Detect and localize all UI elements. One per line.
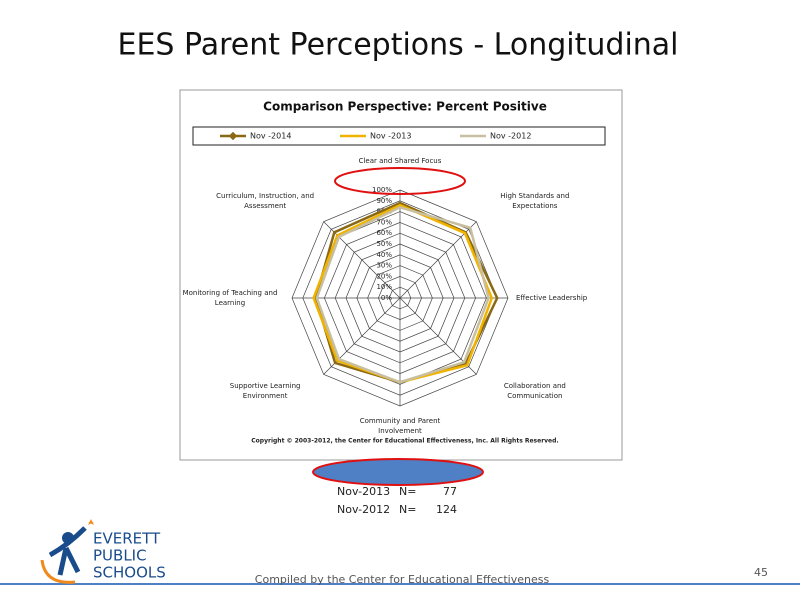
n-cell: Nov-2012 xyxy=(337,503,391,516)
category-label: High Standards and Expectations xyxy=(500,192,570,211)
r-tick-label: 0% xyxy=(381,294,392,302)
data-point xyxy=(334,362,336,364)
legend-label: Nov -2014 xyxy=(250,132,291,141)
category-label: Community and Parent Involvement xyxy=(359,417,441,435)
logo-text: SCHOOLS xyxy=(93,564,166,582)
data-point xyxy=(399,381,401,384)
r-tick-label: 60% xyxy=(376,229,392,237)
page-number: 45 xyxy=(754,566,768,579)
spoke xyxy=(323,221,401,299)
data-point xyxy=(469,226,472,229)
chart-title: Comparison Perspective: Percent Positive xyxy=(263,100,547,114)
data-point xyxy=(487,297,490,299)
r-tick-label: 50% xyxy=(376,240,392,248)
category-label: Clear and Shared Focus xyxy=(358,157,442,165)
r-tick-label: 20% xyxy=(376,272,392,280)
n-cell: 77 xyxy=(443,485,457,498)
n-cell: N= xyxy=(399,485,417,498)
data-point xyxy=(338,236,340,238)
data-point xyxy=(466,364,469,367)
chart-frame xyxy=(179,89,623,461)
category-label: Curriculum, Instruction, and Assessment xyxy=(216,192,315,211)
r-tick-label: 70% xyxy=(376,218,392,226)
spoke xyxy=(399,221,477,299)
data-point xyxy=(333,231,336,234)
data-point xyxy=(338,358,340,360)
category-label: Collaboration and Communication xyxy=(503,381,566,400)
cover-ellipse xyxy=(312,458,484,486)
n-cell: N= xyxy=(399,503,417,516)
highlight-ellipse xyxy=(334,167,466,195)
copyright: Copyright © 2003-2012, the Center for Ed… xyxy=(251,438,558,445)
data-point xyxy=(316,297,318,299)
legend-label: Nov -2013 xyxy=(370,132,411,141)
data-point xyxy=(312,297,315,299)
n-cell: Nov-2013 xyxy=(337,485,391,498)
data-point xyxy=(463,361,465,363)
n-row: Nov-2012 N= 124 xyxy=(337,503,457,516)
data-point xyxy=(399,202,401,204)
n-cell: 124 xyxy=(436,503,457,516)
r-tick-label: 30% xyxy=(376,262,392,270)
data-point xyxy=(496,297,499,299)
r-tick-label: 100% xyxy=(372,186,392,194)
slide-title: EES Parent Perceptions - Longitudinal xyxy=(117,28,678,63)
data-point xyxy=(399,206,401,209)
data-point xyxy=(491,297,493,299)
logo-text: PUBLIC xyxy=(93,547,147,565)
legend-marker xyxy=(228,131,238,141)
logo-icon xyxy=(40,519,94,584)
r-tick-label: 40% xyxy=(376,251,392,259)
radar-plot: 0%10%20%30%40%50%60%70%80%90%100% xyxy=(291,186,509,407)
n-row: Nov-2013 N= 77 xyxy=(337,485,457,498)
data-point xyxy=(336,234,339,237)
footer: Compiled by the Center for Educational E… xyxy=(255,573,550,586)
category-label: Supportive Learning Environment xyxy=(229,381,301,400)
data-point xyxy=(464,362,467,365)
category-label: Monitoring of Teaching and Learning xyxy=(182,289,278,307)
r-tick-label: 90% xyxy=(376,197,392,205)
data-point xyxy=(399,204,401,206)
legend-box xyxy=(192,126,606,146)
logo-text: EVERETT xyxy=(93,530,161,548)
data-point xyxy=(336,359,339,362)
r-tick-label: 10% xyxy=(376,283,392,291)
legend-label: Nov -2012 xyxy=(490,132,531,141)
category-label: Effective Leadership xyxy=(516,294,588,302)
spoke xyxy=(323,297,401,375)
data-point xyxy=(464,232,466,234)
